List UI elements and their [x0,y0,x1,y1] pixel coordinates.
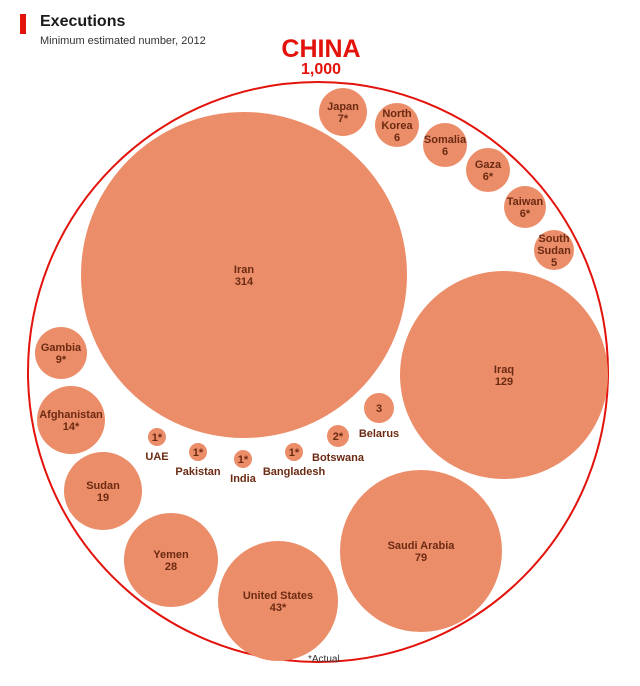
label-india: India [230,473,257,485]
label-bangladesh: Bangladesh [263,466,326,478]
label-taiwan: Taiwan [507,196,544,208]
bubble-united-states [218,541,338,661]
bubble-taiwan [504,186,546,228]
label-south-sudan: South [538,233,569,245]
value-iran: 314 [235,276,254,288]
value-pakistan: 1* [193,447,204,459]
value-india: 1* [238,454,249,466]
value-taiwan: 6* [520,208,531,220]
label-saudi-arabia: Saudi Arabia [388,540,456,552]
bubble-iraq [400,271,608,479]
label-gaza: Gaza [475,159,502,171]
label-south-sudan: Sudan [537,245,571,257]
label-iran: Iran [234,264,254,276]
value-belarus: 3 [376,403,382,415]
bubble-south-sudan [534,230,574,270]
label-north-korea: Korea [381,120,413,132]
value-botswana: 2* [333,431,344,443]
value-bangladesh: 1* [289,447,300,459]
label-sudan: Sudan [86,480,120,492]
bubble-north-korea [375,103,419,147]
footnote: *Actual [308,654,340,665]
china-bubble [27,81,609,663]
bubble-sudan [64,452,142,530]
chart-subtitle: Minimum estimated number, 2012 [40,35,206,47]
label-united-states: United States [243,590,313,602]
bubble-india [234,450,252,468]
bubble-yemen [124,513,218,607]
bubble-bangladesh [285,443,303,461]
label-botswana: Botswana [312,452,365,464]
value-yemen: 28 [165,561,177,573]
chart-title: Executions [40,13,126,30]
value-south-sudan: 5 [551,257,557,269]
label-north-korea: North [382,108,412,120]
value-uae: 1* [152,432,163,444]
value-iraq: 129 [495,376,513,388]
label-yemen: Yemen [153,549,189,561]
bubble-pakistan [189,443,207,461]
value-japan: 7* [338,113,349,125]
value-gambia: 9* [56,354,67,366]
bubble-japan [319,88,367,136]
bubble-iran [81,112,407,438]
label-uae: UAE [145,451,168,463]
label-somalia: Somalia [424,134,467,146]
bubble-belarus [364,393,394,423]
bubble-somalia [423,123,467,167]
label-japan: Japan [327,101,359,113]
label-gambia: Gambia [41,342,82,354]
bubble-gaza [466,148,510,192]
bubble-saudi-arabia [340,470,502,632]
value-saudi-arabia: 79 [415,552,427,564]
value-north-korea: 6 [394,132,400,144]
bubble-afghanistan [37,386,105,454]
value-united-states: 43* [270,602,287,614]
label-pakistan: Pakistan [175,466,221,478]
china-label: CHINA [281,35,360,63]
label-afghanistan: Afghanistan [39,409,103,421]
header-accent-bar [20,14,26,34]
value-afghanistan: 14* [63,421,80,433]
value-gaza: 6* [483,171,494,183]
bubble-botswana [327,425,349,447]
value-somalia: 6 [442,146,448,158]
value-sudan: 19 [97,492,109,504]
label-iraq: Iraq [494,364,514,376]
label-belarus: Belarus [359,428,399,440]
bubble-gambia [35,327,87,379]
china-value: 1,000 [301,61,341,78]
bubble-uae [148,428,166,446]
